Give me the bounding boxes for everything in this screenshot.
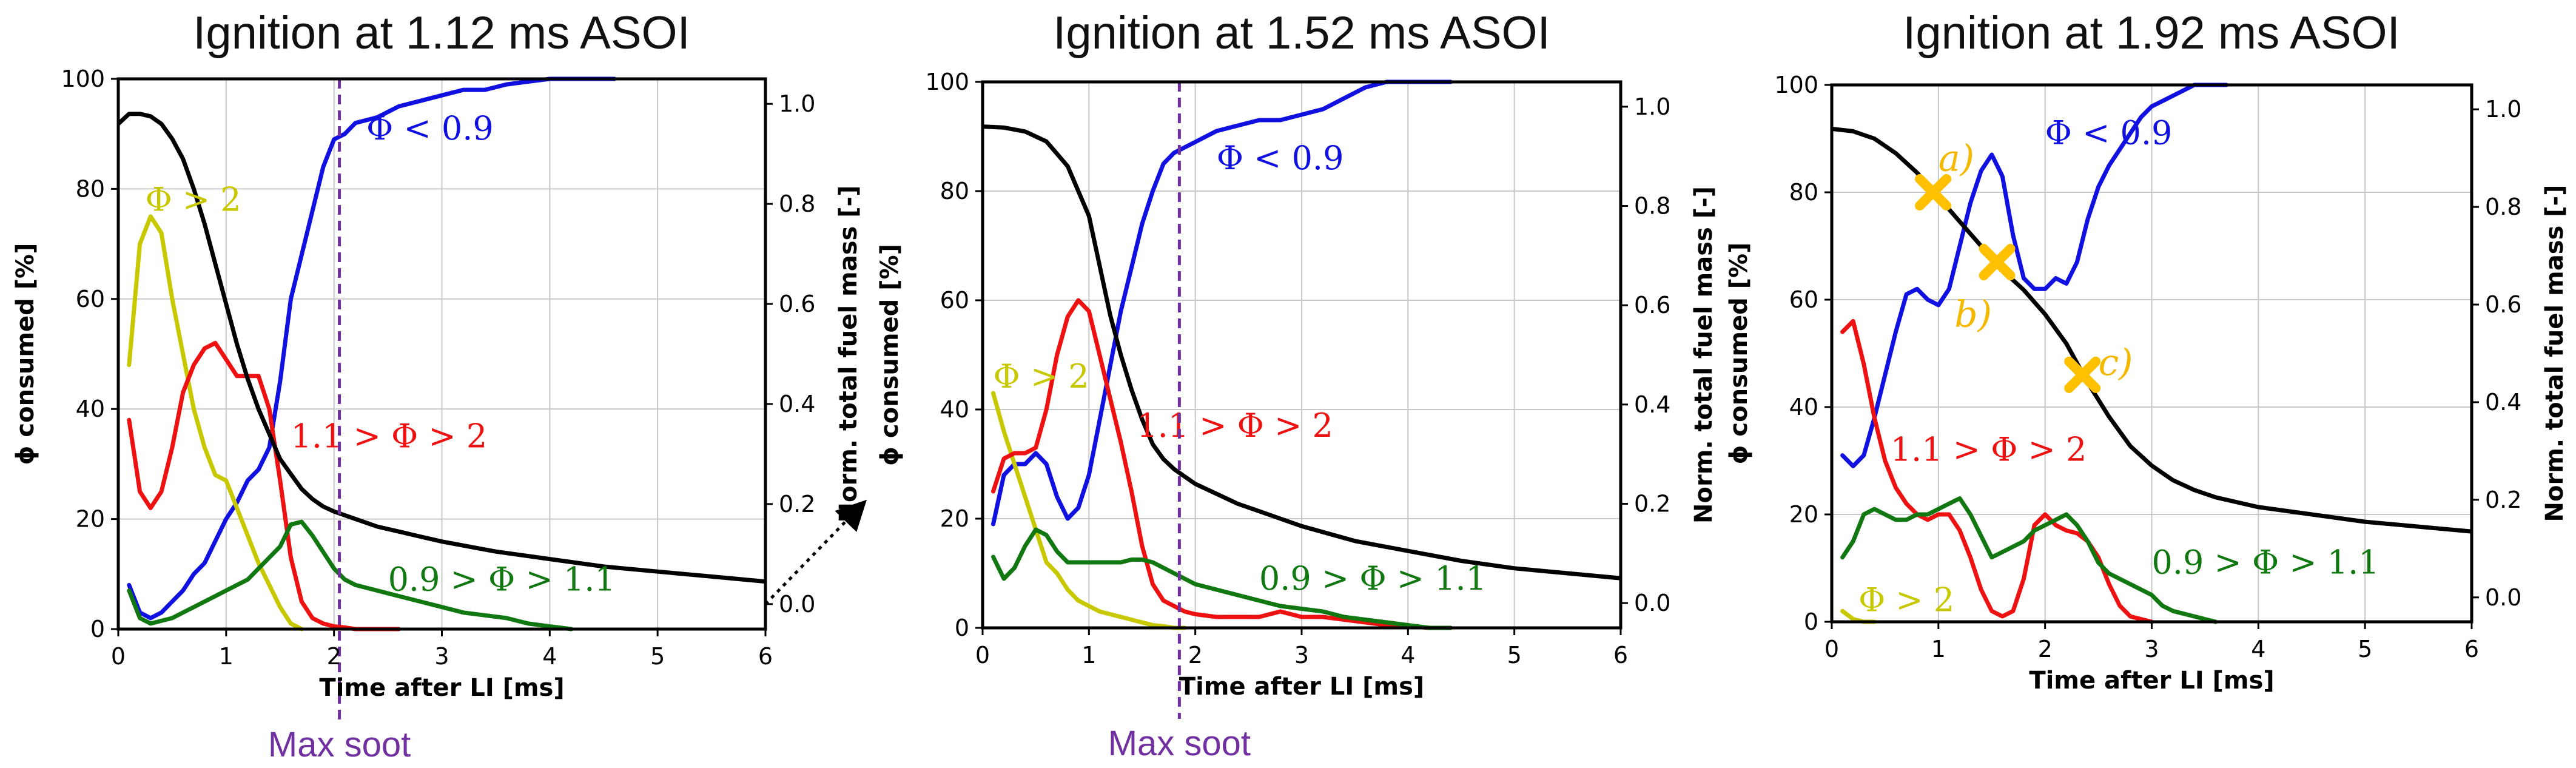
x-tick-label: 6 bbox=[2464, 636, 2479, 662]
y2-tick-label: 0.0 bbox=[2485, 584, 2521, 611]
x-tick-label: 2 bbox=[1188, 642, 1203, 669]
chart-title: Ignition at 1.12 ms ASOI bbox=[193, 7, 690, 59]
marker-label: c) bbox=[2099, 342, 2133, 384]
x-tick-label: 2 bbox=[327, 643, 341, 670]
x-axis-label: Time after LI [ms] bbox=[319, 674, 564, 702]
y-tick-label: 100 bbox=[61, 66, 105, 92]
y2-tick-label: 0.0 bbox=[1634, 590, 1670, 616]
y2-tick-label: 0.6 bbox=[2485, 291, 2521, 318]
y-tick-label: 80 bbox=[76, 175, 105, 202]
y-tick-label: 20 bbox=[940, 505, 969, 532]
series-label: 0.9 > Φ > 1.1 bbox=[2152, 543, 2379, 581]
y2-tick-label: 0.4 bbox=[1634, 391, 1670, 418]
series-label: 1.1 > Φ > 2 bbox=[1137, 406, 1333, 445]
y2-tick-label: 0.6 bbox=[1634, 292, 1670, 318]
x-tick-label: 1 bbox=[1931, 636, 1946, 662]
y2-tick-label: 0.0 bbox=[779, 591, 815, 618]
series-label: Φ > 2 bbox=[994, 357, 1089, 396]
series-label: Φ < 0.9 bbox=[366, 109, 494, 147]
figure: Ignition at 1.12 ms ASOI Φ < 0.9 Φ > 2 1.1 … bbox=[0, 0, 2576, 768]
series-label: 0.9 > Φ > 1.1 bbox=[388, 561, 616, 599]
x-tick-label: 4 bbox=[542, 643, 557, 670]
chart-title: Ignition at 1.52 ms ASOI bbox=[1053, 7, 1550, 59]
x-tick-label: 5 bbox=[1507, 642, 1522, 669]
series-label: 0.9 > Φ > 1.1 bbox=[1259, 559, 1487, 598]
y-axis-label: ϕ consumed [%] bbox=[876, 244, 904, 466]
y-axis-label: ϕ consumed [%] bbox=[12, 243, 39, 465]
y2-axis-label: Norm. total fuel mass [-] bbox=[2541, 185, 2569, 522]
x-tick-label: 1 bbox=[1081, 642, 1096, 669]
grid bbox=[1832, 85, 2472, 622]
series-label: Φ > 2 bbox=[1858, 581, 1954, 619]
series-label: Φ < 0.9 bbox=[1217, 139, 1344, 177]
y-tick-label: 40 bbox=[1789, 394, 1818, 420]
x-axis-label: Time after LI [ms] bbox=[1179, 673, 1424, 701]
chart-title: Ignition at 1.92 ms ASOI bbox=[1903, 7, 2400, 59]
grid bbox=[118, 79, 765, 629]
x-tick-label: 3 bbox=[434, 643, 449, 670]
chart-panel-1: Ignition at 1.12 ms ASOI Φ < 0.9 Φ > 2 1.1 … bbox=[12, 7, 863, 764]
y-tick-label: 80 bbox=[1789, 179, 1818, 206]
y2-tick-label: 0.6 bbox=[779, 291, 815, 317]
x-tick-label: 4 bbox=[2251, 636, 2265, 662]
y2-tick-label: 1.0 bbox=[1634, 93, 1670, 120]
x-tick-label: 5 bbox=[650, 643, 665, 670]
series-label: Φ < 0.9 bbox=[2045, 113, 2173, 152]
y2-tick-label: 0.4 bbox=[2485, 389, 2521, 416]
y2-tick-label: 0.8 bbox=[2485, 194, 2521, 220]
chart-panel-3: Ignition at 1.92 ms ASOI Φ < 0.9 Φ > 2 1.1 … bbox=[1725, 7, 2569, 695]
y2-axis-label: Norm. total fuel mass [-] bbox=[1690, 186, 1718, 524]
y-tick-label: 100 bbox=[925, 69, 969, 95]
x-tick-label: 6 bbox=[758, 643, 773, 670]
marker-label: b) bbox=[1954, 293, 1992, 335]
x-tick-label: 2 bbox=[2038, 636, 2053, 662]
y-tick-label: 0 bbox=[90, 616, 105, 642]
x-tick-label: 0 bbox=[1824, 636, 1839, 662]
marker-x bbox=[1984, 249, 2011, 275]
chart-panel-2: Ignition at 1.52 ms ASOI Φ < 0.9 Φ > 2 1.1 … bbox=[876, 7, 1718, 763]
y-axis-label: ϕ consumed [%] bbox=[1725, 243, 1753, 465]
y-tick-label: 60 bbox=[940, 287, 969, 314]
series-line-1 bbox=[129, 79, 614, 618]
x-tick-label: 0 bbox=[975, 642, 990, 669]
x-axis-label: Time after LI [ms] bbox=[2029, 667, 2274, 695]
y2-tick-label: 0.8 bbox=[779, 190, 815, 217]
y2-tick-label: 0.2 bbox=[779, 491, 815, 517]
marker-x bbox=[2069, 362, 2096, 388]
x-tick-label: 3 bbox=[2144, 636, 2159, 662]
x-tick-label: 4 bbox=[1401, 642, 1415, 669]
x-tick-label: 6 bbox=[1613, 642, 1628, 669]
max-soot-label: Max soot bbox=[1108, 724, 1251, 763]
y2-tick-label: 0.2 bbox=[1634, 490, 1670, 517]
y-tick-label: 80 bbox=[940, 178, 969, 204]
series-label: Φ > 2 bbox=[145, 181, 241, 219]
x-tick-label: 0 bbox=[111, 643, 126, 670]
y2-tick-label: 1.0 bbox=[2485, 96, 2521, 123]
y2-tick-label: 1.0 bbox=[779, 90, 815, 117]
y2-tick-label: 0.2 bbox=[2485, 487, 2521, 513]
y-tick-label: 0 bbox=[955, 615, 969, 641]
y-tick-label: 20 bbox=[76, 506, 105, 533]
max-soot-label: Max soot bbox=[268, 725, 411, 764]
series-label: 1.1 > Φ > 2 bbox=[1891, 431, 2087, 469]
y-tick-label: 60 bbox=[1789, 286, 1818, 313]
x-tick-label: 1 bbox=[219, 643, 234, 670]
y2-tick-label: 0.8 bbox=[1634, 193, 1670, 220]
x-tick-label: 5 bbox=[2358, 636, 2372, 662]
y-tick-label: 0 bbox=[1804, 608, 1818, 635]
y-tick-label: 60 bbox=[76, 286, 105, 312]
x-tick-label: 3 bbox=[1294, 642, 1309, 669]
y-tick-label: 40 bbox=[940, 396, 969, 423]
y-tick-label: 100 bbox=[1774, 72, 1818, 98]
y2-axis-label: Norm. total fuel mass [-] bbox=[835, 186, 863, 523]
y-tick-label: 20 bbox=[1789, 501, 1818, 528]
y-tick-label: 40 bbox=[76, 396, 105, 422]
marker-label: a) bbox=[1939, 138, 1974, 180]
series-line-2 bbox=[129, 217, 302, 629]
series-label: 1.1 > Φ > 2 bbox=[291, 417, 488, 456]
y2-tick-label: 0.4 bbox=[779, 391, 815, 417]
